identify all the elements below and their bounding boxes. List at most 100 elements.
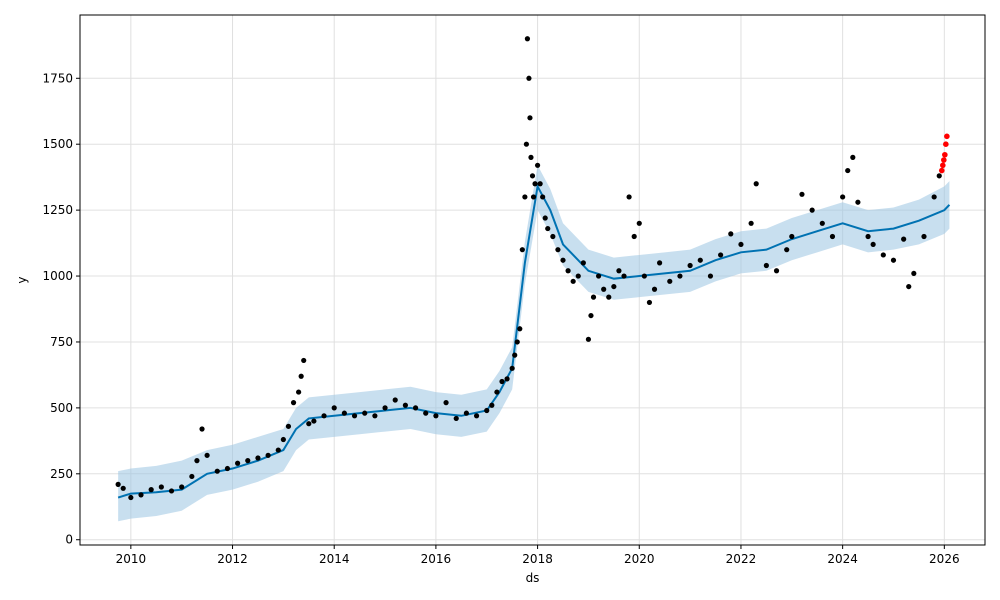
observed-point: [392, 397, 398, 403]
observed-point: [341, 410, 347, 416]
observed-point: [194, 458, 200, 464]
observed-point: [621, 273, 627, 279]
y-tick-label: 250: [50, 467, 73, 481]
observed-point: [697, 257, 703, 263]
y-tick-label: 1750: [42, 71, 73, 85]
observed-point: [280, 436, 286, 443]
highlighted-point: [941, 157, 947, 163]
observed-point: [489, 402, 495, 408]
observed-point: [641, 273, 647, 279]
observed-point: [865, 233, 871, 240]
observed-point: [626, 194, 632, 200]
observed-point: [189, 473, 195, 480]
highlighted-point: [942, 151, 948, 158]
uncertainty-band: [118, 165, 950, 522]
observed-point: [530, 194, 537, 200]
x-tick-label: 2018: [522, 552, 553, 566]
y-axis-label: y: [15, 276, 29, 283]
observed-point: [433, 413, 439, 419]
observed-point: [799, 191, 805, 197]
y-axis-ticks: 0 250 500 750 1000 1250 1500 1750: [42, 71, 80, 547]
observed-point: [499, 378, 505, 385]
observed-point: [532, 181, 538, 187]
observed-point: [158, 484, 164, 490]
observed-point: [560, 257, 566, 263]
observed-point: [677, 273, 683, 279]
observed-point: [331, 405, 337, 411]
observed-point: [265, 452, 271, 458]
observed-point: [784, 247, 790, 253]
y-tick-label: 1250: [42, 203, 73, 217]
observed-point: [504, 376, 510, 382]
observed-point: [179, 484, 185, 490]
observed-point: [651, 286, 658, 292]
observed-point: [565, 268, 571, 274]
observed-point: [519, 247, 525, 253]
observed-point: [453, 415, 459, 422]
observed-point: [514, 339, 520, 345]
observed-point: [362, 410, 368, 416]
observed-point: [494, 389, 500, 395]
x-tick-label: 2010: [116, 552, 147, 566]
highlighted-point: [940, 162, 946, 169]
observed-point: [921, 233, 927, 240]
observed-point: [484, 407, 490, 414]
observed-point: [255, 455, 261, 461]
observed-point: [245, 458, 251, 464]
x-tick-label: 2022: [726, 552, 757, 566]
observed-point: [773, 268, 780, 274]
observed-point: [311, 418, 317, 424]
observed-point: [382, 405, 388, 411]
observed-point: [402, 402, 408, 408]
y-tick-label: 0: [65, 533, 73, 547]
observed-point: [789, 233, 795, 240]
observed-point: [509, 365, 515, 371]
highlighted-point: [943, 141, 949, 148]
observed-point: [534, 162, 541, 168]
observed-point: [523, 141, 529, 147]
observed-point: [199, 426, 205, 432]
observed-point: [580, 260, 586, 266]
observed-point: [657, 260, 663, 266]
observed-point: [590, 294, 597, 300]
observed-point: [423, 410, 429, 416]
observed-point: [545, 225, 551, 232]
observed-point: [707, 273, 714, 279]
observed-point: [611, 283, 617, 290]
highlighted-point: [938, 167, 945, 174]
observed-point: [936, 173, 942, 179]
observed-point: [595, 273, 602, 279]
observed-point: [528, 154, 534, 160]
observed-point: [522, 194, 528, 200]
observed-point: [901, 236, 907, 242]
observed-point: [809, 207, 815, 213]
observed-point: [753, 181, 759, 187]
plot-frame: [79, 14, 986, 546]
observed-point: [880, 252, 886, 258]
observed-point: [931, 194, 937, 200]
observed-point: [301, 357, 307, 364]
observed-point: [748, 220, 754, 226]
observed-point: [542, 215, 548, 221]
observed-point: [321, 413, 327, 419]
observed-point: [204, 452, 210, 458]
observed-point: [738, 241, 744, 248]
x-tick-label: 2024: [827, 552, 858, 566]
y-tick-label: 1500: [42, 137, 73, 151]
observed-point: [911, 270, 917, 277]
observed-point: [606, 294, 612, 300]
observed-point: [128, 494, 134, 501]
observed-point: [224, 465, 231, 472]
observed-point: [168, 488, 175, 494]
observed-point: [763, 262, 769, 269]
observed-points-layer: [115, 36, 942, 501]
observed-point: [819, 220, 825, 226]
observed-point: [290, 400, 297, 406]
observed-point: [115, 481, 121, 487]
highlighted-points-layer: [938, 133, 950, 174]
observed-point: [512, 352, 518, 358]
observed-point: [855, 199, 861, 205]
x-axis-label: ds: [526, 571, 540, 585]
observed-point: [351, 413, 358, 419]
